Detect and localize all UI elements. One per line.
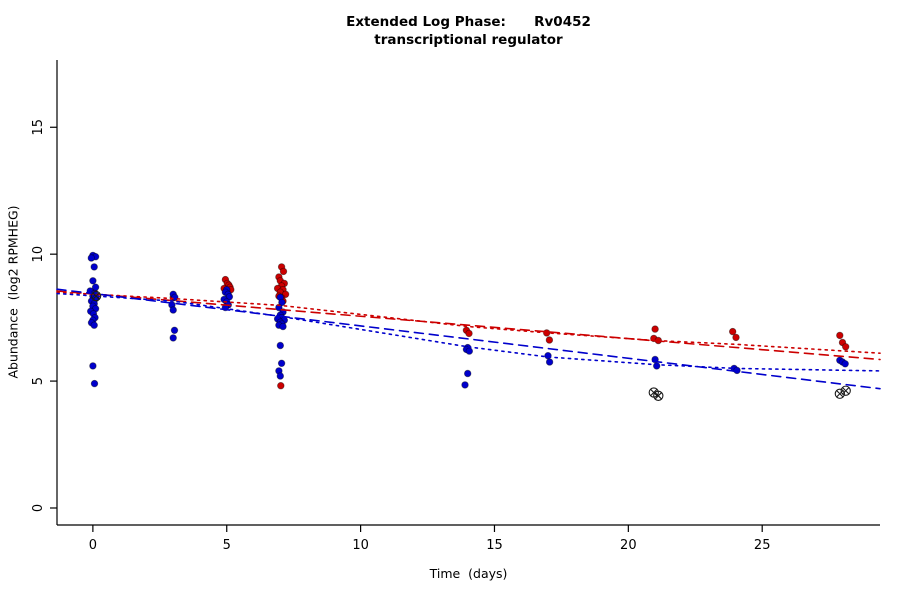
blue-condition-data-point [841,360,849,368]
blue-condition-data-point [277,359,286,367]
blue-condition-data-point [170,326,179,334]
red-condition-data-point [277,382,285,390]
blue-condition-data-point [171,293,179,301]
x-tick-label: 20 [620,538,637,553]
blue-condition-data-point [276,372,284,380]
blue-condition-data-point [89,277,97,285]
blue-condition-data-point [169,306,177,314]
trend-line-red-smooth-fit [56,291,881,355]
blue-condition-data-point [89,362,97,370]
blue-condition-data-point [90,321,98,329]
blue-condition-data-point [544,352,552,360]
flagged-outlier-marker [834,388,845,399]
blue-condition-data-point [90,379,99,388]
chart-title-line1: Extended Log Phase: Rv0452 [346,14,591,30]
chart-title-line2: transcriptional regulator [374,32,563,48]
x-tick-label: 0 [89,538,97,553]
x-tick-label: 15 [486,538,503,553]
red-condition-data-point [842,343,850,351]
red-condition-data-point [732,333,740,342]
blue-condition-data-point [278,298,286,307]
blue-condition-data-point [90,263,98,271]
blue-condition-data-point [465,347,473,355]
trend-line-red-linear-fit [56,290,881,361]
blue-condition-data-point [461,381,469,389]
x-tick-label: 5 [223,538,231,553]
blue-condition-data-point [276,341,284,350]
red-condition-data-point [729,327,737,336]
y-axis-label: Abundance (log2 RPMHEG) [5,205,21,379]
flagged-outlier-marker [90,290,102,302]
y-tick-label: 10 [31,246,46,263]
red-condition-data-point [465,329,473,338]
red-condition-data-point [545,336,554,344]
y-tick-label: 0 [31,504,46,512]
trend-line-blue-smooth-fit [56,292,881,372]
blue-condition-data-point [653,362,661,370]
flagged-outlier-marker [653,390,664,401]
red-condition-data-point [651,325,659,333]
red-condition-data-point [836,331,844,340]
x-axis-label: Time (days) [429,566,508,581]
trend-line-blue-linear-fit [56,288,881,390]
x-tick-label: 10 [352,538,369,553]
red-condition-data-point [279,267,288,276]
blue-condition-data-point [464,369,472,378]
y-tick-label: 5 [31,377,46,385]
blue-condition-data-point [545,358,554,366]
blue-condition-data-point [87,254,95,262]
flagged-outlier-marker [840,385,851,396]
x-tick-label: 25 [754,538,771,553]
y-tick-label: 15 [31,119,46,136]
blue-condition-data-point [169,334,177,342]
blue-condition-data-point [279,322,287,331]
